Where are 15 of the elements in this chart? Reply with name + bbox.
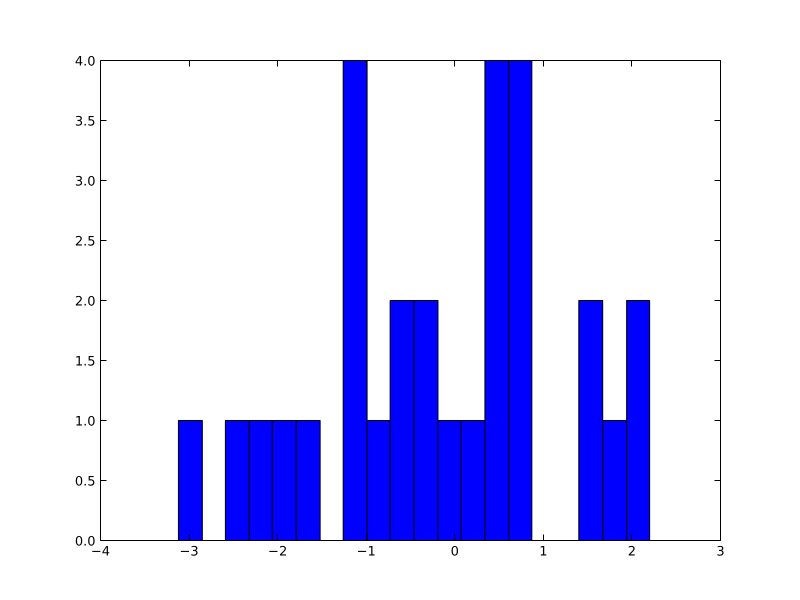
y-tick-label: 1.0 <box>74 414 96 430</box>
x-tick-label: 3 <box>716 544 725 560</box>
y-tick-label: 3.0 <box>74 174 96 190</box>
x-tick-label: −3 <box>179 544 199 560</box>
y-tick-label: 2.0 <box>74 294 96 310</box>
y-tick-label: 1.5 <box>74 354 96 370</box>
x-tick-label: 2 <box>628 544 636 560</box>
x-tick-label: 1 <box>539 544 548 560</box>
y-tick-label: 3.5 <box>74 114 96 130</box>
y-tick-label: 0.5 <box>74 474 96 490</box>
y-tick-label: 4.0 <box>74 54 96 70</box>
x-tick-label: −2 <box>268 544 288 560</box>
x-tick-label: −1 <box>356 544 376 560</box>
y-tick-label: 2.5 <box>74 234 96 250</box>
x-tick-label: 0 <box>450 544 459 560</box>
